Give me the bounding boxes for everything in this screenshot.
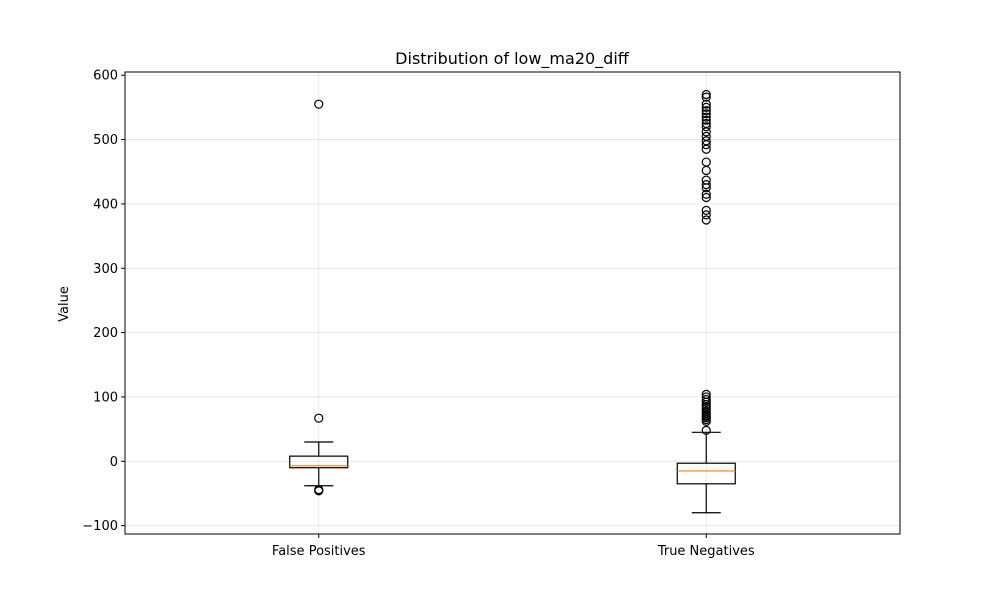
outlier-point [314,413,324,423]
box-group [676,89,736,514]
y-axis: −100 0 100 200 300 400 500 600 [82,69,125,534]
outlier-point [701,127,711,137]
outlier-point [701,189,711,199]
box-group [289,99,349,496]
outlier-point [701,122,711,132]
outlier-point [701,92,711,102]
y-tick-label: 300 [93,262,118,277]
grid-lines [125,72,900,534]
x-tick-label: True Negatives [657,544,755,559]
iqr-box [289,455,349,469]
y-tick-label: 100 [93,390,118,405]
boxes [289,89,736,514]
outlier-point [701,109,711,119]
y-tick-label: 200 [93,326,118,341]
y-axis-label: Value [57,286,72,322]
outlier-point [314,99,324,109]
plot-frame [124,71,901,535]
iqr-box [676,462,736,485]
outlier-point [701,183,711,193]
outlier-point [701,416,711,426]
outlier-point [701,210,711,220]
outlier-point [701,112,711,122]
outlier-point [701,192,711,203]
outlier-point [701,394,711,405]
outlier-point [701,89,711,100]
y-tick-label: 500 [93,133,118,148]
outlier-point [701,397,711,407]
y-tick-label: 400 [93,197,118,212]
y-tick-label: −100 [82,519,118,534]
outlier-point [701,106,711,116]
outlier-point [701,140,711,150]
outlier-point [314,486,324,496]
outlier-point [701,205,711,215]
outlier-point [701,115,711,125]
y-tick-label: 600 [93,69,118,84]
outlier-point [701,99,711,109]
outlier-point [701,102,711,112]
chart-title: Distribution of low_ma20_diff [395,49,630,69]
outlier-point [701,180,711,190]
outlier-point [701,425,711,436]
outlier-point [701,144,711,154]
x-axis: False Positives True Negatives [272,534,755,559]
y-tick-label: 0 [110,455,118,470]
x-tick-label: False Positives [272,544,366,559]
outlier-point [701,215,711,225]
outlier-point [701,165,711,176]
